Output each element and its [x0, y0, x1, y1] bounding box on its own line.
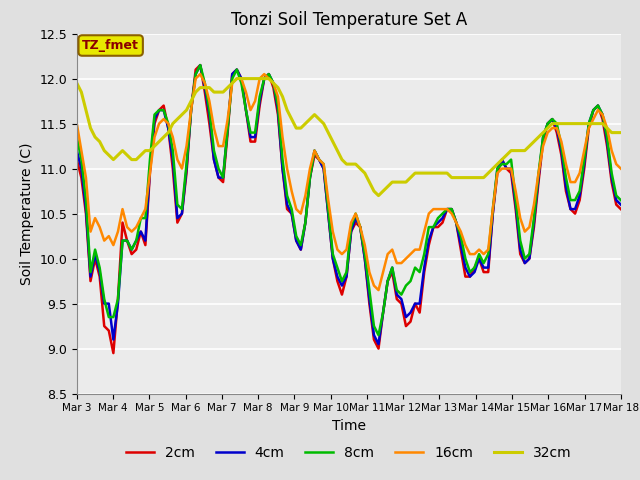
- 32cm: [608, 130, 616, 135]
- Line: 2cm: 2cm: [77, 65, 621, 353]
- 2cm: [109, 350, 117, 356]
- 32cm: [617, 130, 625, 135]
- 32cm: [233, 76, 241, 82]
- 2cm: [512, 206, 520, 212]
- 32cm: [457, 175, 465, 180]
- Line: 16cm: 16cm: [77, 74, 621, 290]
- 32cm: [73, 80, 81, 86]
- 32cm: [384, 184, 392, 190]
- 4cm: [384, 278, 392, 284]
- 8cm: [224, 125, 232, 131]
- 8cm: [374, 332, 382, 338]
- 8cm: [608, 170, 616, 176]
- 8cm: [188, 107, 195, 113]
- 32cm: [188, 98, 195, 104]
- 4cm: [73, 148, 81, 154]
- 16cm: [224, 116, 232, 122]
- 2cm: [196, 62, 204, 68]
- 16cm: [617, 166, 625, 171]
- 4cm: [617, 202, 625, 207]
- 4cm: [224, 125, 232, 131]
- 8cm: [512, 197, 520, 203]
- 4cm: [374, 341, 382, 347]
- X-axis label: Time: Time: [332, 419, 366, 433]
- 2cm: [608, 179, 616, 185]
- 4cm: [608, 175, 616, 180]
- 2cm: [228, 71, 236, 77]
- 8cm: [617, 197, 625, 203]
- 32cm: [220, 89, 227, 95]
- 8cm: [196, 62, 204, 68]
- 16cm: [512, 188, 520, 194]
- 16cm: [384, 251, 392, 257]
- Title: Tonzi Soil Temperature Set A: Tonzi Soil Temperature Set A: [230, 11, 467, 29]
- Text: TZ_fmet: TZ_fmet: [82, 39, 139, 52]
- 4cm: [512, 202, 520, 207]
- Line: 8cm: 8cm: [77, 65, 621, 335]
- 8cm: [73, 134, 81, 140]
- 2cm: [73, 156, 81, 162]
- 2cm: [457, 247, 465, 252]
- 16cm: [608, 148, 616, 154]
- 8cm: [457, 233, 465, 239]
- 16cm: [457, 228, 465, 234]
- 2cm: [384, 278, 392, 284]
- Line: 32cm: 32cm: [77, 79, 621, 196]
- Y-axis label: Soil Temperature (C): Soil Temperature (C): [20, 143, 34, 285]
- 4cm: [196, 62, 204, 68]
- 2cm: [617, 206, 625, 212]
- 32cm: [374, 193, 382, 199]
- 4cm: [457, 242, 465, 248]
- Line: 4cm: 4cm: [77, 65, 621, 344]
- 8cm: [384, 278, 392, 284]
- 4cm: [188, 107, 195, 113]
- 16cm: [374, 287, 382, 293]
- 16cm: [196, 71, 204, 77]
- 16cm: [188, 107, 195, 113]
- 16cm: [73, 121, 81, 127]
- Legend: 2cm, 4cm, 8cm, 16cm, 32cm: 2cm, 4cm, 8cm, 16cm, 32cm: [121, 441, 577, 466]
- 32cm: [512, 148, 520, 154]
- 2cm: [192, 67, 200, 72]
